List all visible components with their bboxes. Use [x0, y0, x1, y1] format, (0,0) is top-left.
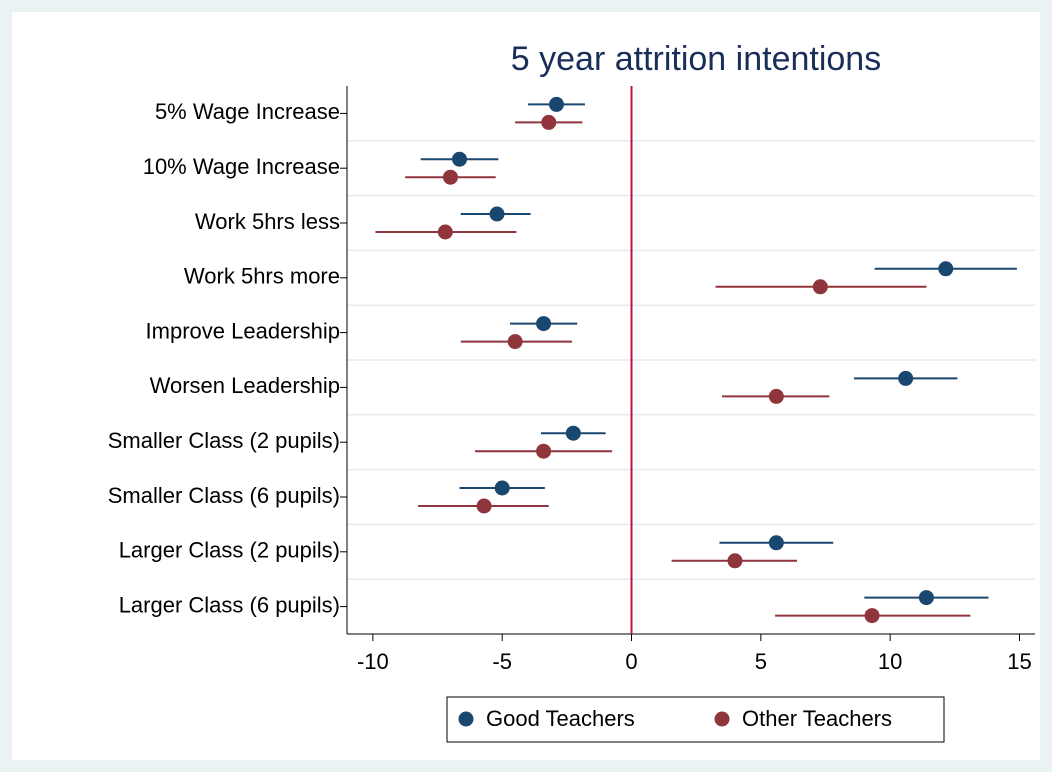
point: [507, 334, 523, 350]
point: [489, 206, 505, 222]
point: [898, 370, 914, 386]
point: [476, 498, 492, 514]
y-tick-label: Larger Class (6 pupils): [119, 592, 340, 617]
legend-marker: [458, 711, 474, 727]
y-tick-label: Worsen Leadership: [150, 373, 340, 398]
legend-marker: [714, 711, 730, 727]
legend: [446, 696, 945, 743]
x-tick-label: 15: [1007, 649, 1031, 674]
y-tick-label: Smaller Class (6 pupils): [108, 483, 340, 508]
point: [541, 114, 557, 130]
point: [549, 96, 565, 112]
point: [812, 279, 828, 295]
chart-title: 5 year attrition intentions: [511, 40, 881, 78]
x-tick-label: -10: [357, 649, 389, 674]
x-tick-label: 10: [878, 649, 902, 674]
x-tick-label: 5: [755, 649, 767, 674]
point: [442, 169, 458, 185]
point: [864, 608, 880, 624]
point: [437, 224, 453, 240]
y-tick-label: 10% Wage Increase: [143, 154, 340, 179]
point: [536, 316, 552, 332]
point: [536, 443, 552, 459]
y-tick-label: Improve Leadership: [146, 318, 340, 343]
y-tick-label: 5% Wage Increase: [155, 99, 340, 124]
y-tick-label: Work 5hrs more: [184, 264, 340, 289]
legend-label: Other Teachers: [742, 706, 892, 731]
x-tick-label: -5: [492, 649, 512, 674]
y-tick-label: Smaller Class (2 pupils): [108, 428, 340, 453]
point: [918, 590, 934, 606]
point: [938, 261, 954, 277]
graph-region: [12, 12, 1040, 760]
point: [727, 553, 743, 569]
point: [565, 425, 581, 441]
point: [768, 388, 784, 404]
legend-label: Good Teachers: [486, 706, 635, 731]
point: [494, 480, 510, 496]
x-tick-label: 0: [625, 649, 637, 674]
point: [768, 535, 784, 551]
y-tick-label: Larger Class (2 pupils): [119, 538, 340, 563]
point: [452, 151, 468, 167]
y-tick-label: Work 5hrs less: [195, 209, 340, 234]
